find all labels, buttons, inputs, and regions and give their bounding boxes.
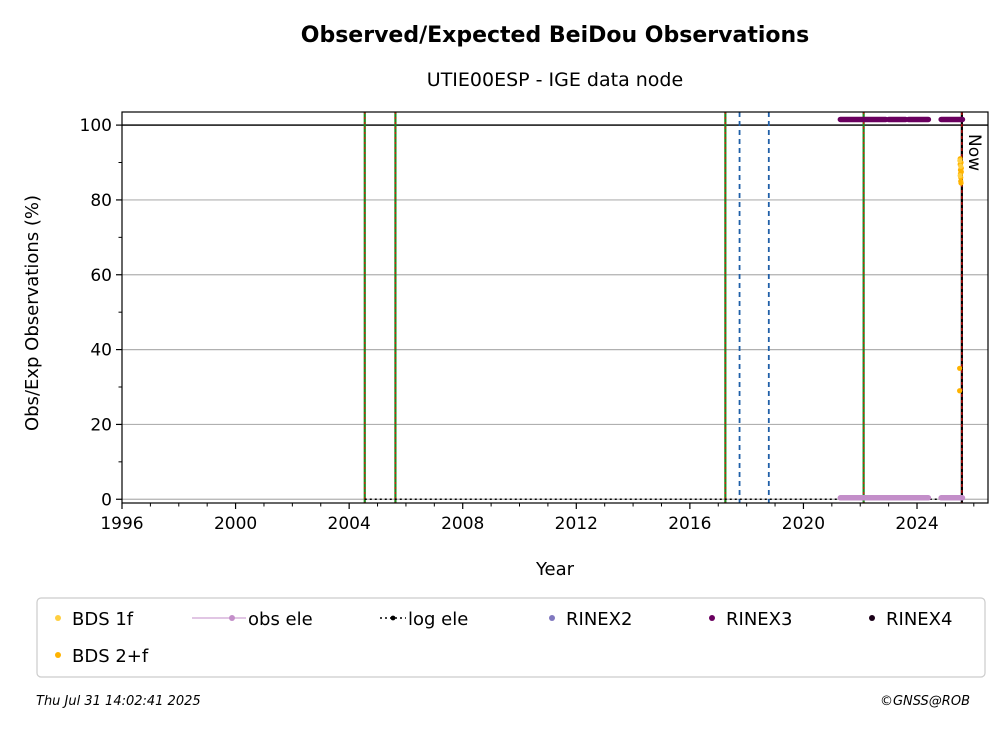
legend-rinex3-marker: [709, 615, 715, 621]
legend-rinex4-marker: [869, 615, 875, 621]
x-tick-label: 2004: [328, 514, 371, 534]
now-label: Now: [964, 134, 984, 171]
legend-rinex2-label: RINEX2: [566, 609, 632, 630]
chart-subtitle: UTIE00ESP - IGE data node: [427, 69, 683, 91]
point-bds-1f: [958, 163, 964, 169]
legend-rinex2-marker: [549, 615, 555, 621]
legend-bds-2-f-label: BDS 2+f: [72, 646, 149, 667]
legend-log-ele-marker: [390, 615, 396, 621]
legend-rinex3-label: RINEX3: [726, 609, 792, 630]
y-tick-label: 80: [90, 191, 112, 211]
x-tick-label: 2024: [895, 514, 938, 534]
chart-title: Observed/Expected BeiDou Observations: [301, 23, 810, 48]
y-tick-label: 20: [90, 415, 112, 435]
y-tick-label: 100: [80, 116, 112, 136]
legend: BDS 1f obs ele log ele RINEX2 RINEX3 RINEX4 BD…: [55, 609, 952, 667]
x-tick-label: 2000: [214, 514, 257, 534]
x-axis: 1996 2000 2004 2008 2012 2016 2020 2024: [100, 503, 975, 534]
y-tick-label: 0: [101, 490, 112, 510]
series-layer: [364, 116, 966, 501]
point-bds-2-f: [957, 388, 963, 394]
legend-box: [36, 597, 986, 678]
event-lines: [363, 112, 963, 503]
x-tick-label: 1996: [100, 514, 143, 534]
y-axis: 0 20 40 60 80 100: [80, 116, 122, 510]
grid-lines: [122, 124, 988, 500]
legend-bds-1f-label: BDS 1f: [72, 609, 134, 630]
legend-bds-1f-marker: [55, 615, 61, 621]
legend-bds-2-f-marker: [55, 652, 61, 658]
legend-obs-ele-marker: [229, 615, 235, 621]
plot-frame: [121, 111, 989, 504]
y-tick-label: 60: [90, 266, 112, 286]
point-bds-2-f: [958, 180, 964, 186]
legend-log-ele-label: log ele: [408, 609, 468, 630]
timestamp: Thu Jul 31 14:02:41 2025: [36, 694, 201, 709]
x-axis-label: Year: [535, 559, 575, 580]
x-tick-label: 2012: [555, 514, 598, 534]
x-tick-label: 2008: [441, 514, 484, 534]
point-bds-1f: [957, 158, 963, 164]
x-tick-label: 2016: [668, 514, 711, 534]
credit: ©GNSS@ROB: [879, 694, 970, 709]
legend-obs-ele-label: obs ele: [248, 609, 313, 630]
y-axis-label: Obs/Exp Observations (%): [22, 195, 43, 431]
point-bds-1f: [957, 173, 963, 179]
point-bds-2-f: [957, 365, 963, 371]
legend-rinex4-label: RINEX4: [886, 609, 952, 630]
y-tick-label: 40: [90, 341, 112, 361]
x-tick-label: 2020: [782, 514, 825, 534]
